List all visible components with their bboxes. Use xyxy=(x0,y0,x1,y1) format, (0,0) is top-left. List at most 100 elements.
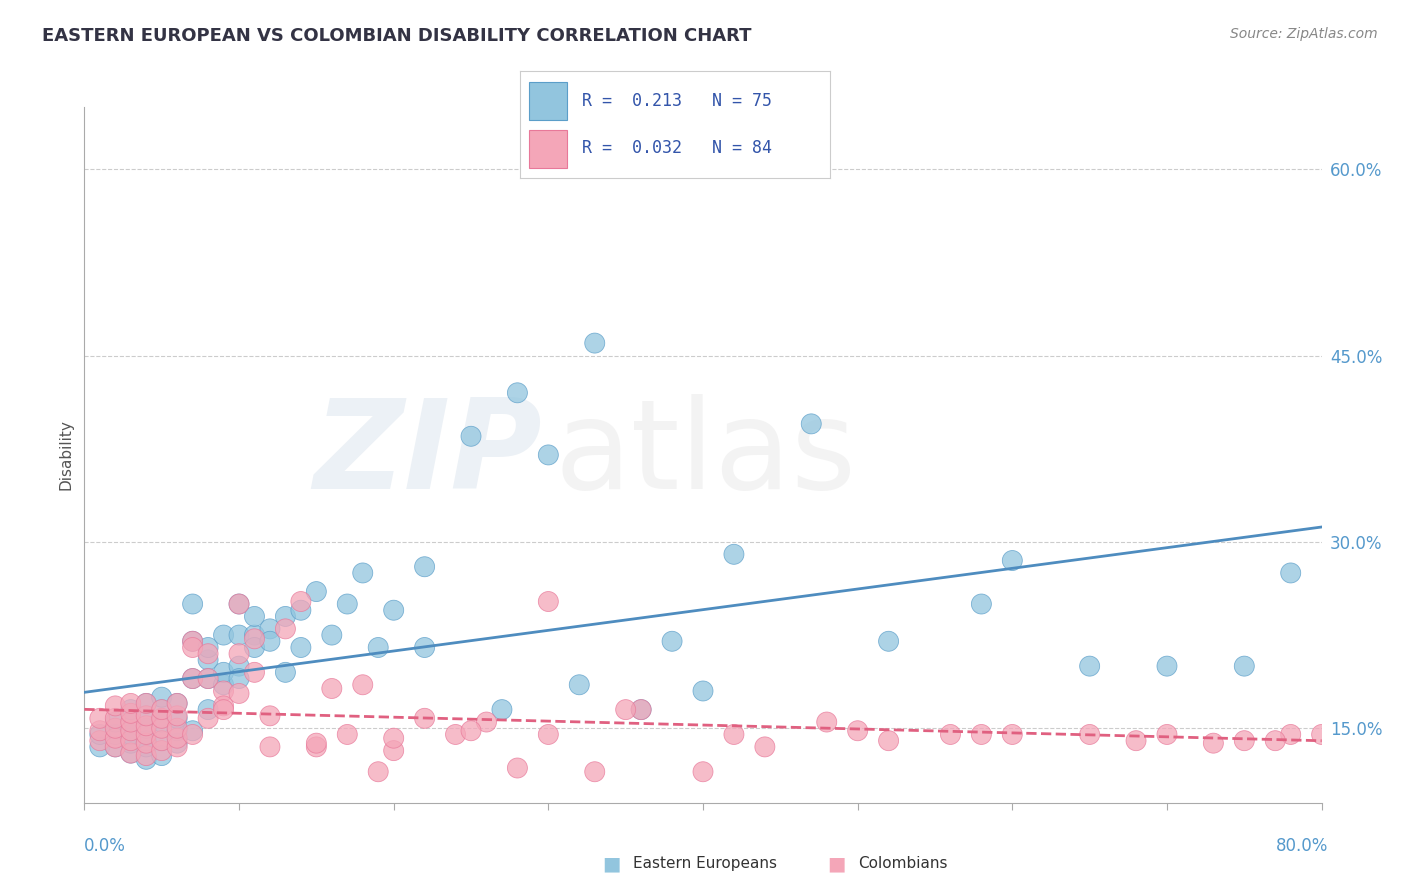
Ellipse shape xyxy=(307,733,326,753)
Ellipse shape xyxy=(569,674,589,695)
Ellipse shape xyxy=(941,724,960,745)
Ellipse shape xyxy=(260,619,280,639)
Ellipse shape xyxy=(415,708,434,728)
Ellipse shape xyxy=(1265,731,1285,751)
Ellipse shape xyxy=(368,762,388,781)
Ellipse shape xyxy=(183,724,202,745)
Text: Eastern Europeans: Eastern Europeans xyxy=(633,856,776,871)
Ellipse shape xyxy=(136,746,156,765)
Ellipse shape xyxy=(198,699,218,720)
Ellipse shape xyxy=(724,724,744,745)
Ellipse shape xyxy=(105,696,125,716)
Ellipse shape xyxy=(1204,733,1223,753)
Ellipse shape xyxy=(183,632,202,651)
Ellipse shape xyxy=(136,724,156,745)
Ellipse shape xyxy=(229,625,249,645)
Ellipse shape xyxy=(136,733,156,753)
Ellipse shape xyxy=(136,749,156,769)
Ellipse shape xyxy=(1157,657,1177,676)
Ellipse shape xyxy=(1234,731,1254,751)
Ellipse shape xyxy=(245,663,264,682)
Ellipse shape xyxy=(121,721,141,740)
Ellipse shape xyxy=(585,333,605,353)
Ellipse shape xyxy=(214,663,233,682)
Ellipse shape xyxy=(90,724,110,745)
Ellipse shape xyxy=(1080,724,1099,745)
Ellipse shape xyxy=(1002,550,1022,571)
Ellipse shape xyxy=(291,600,311,620)
Ellipse shape xyxy=(1281,724,1301,745)
Ellipse shape xyxy=(368,638,388,657)
Ellipse shape xyxy=(121,712,141,732)
Ellipse shape xyxy=(121,743,141,763)
Ellipse shape xyxy=(337,594,357,614)
Ellipse shape xyxy=(693,762,713,781)
Ellipse shape xyxy=(214,696,233,716)
Bar xyxy=(530,82,567,120)
Ellipse shape xyxy=(1126,731,1146,751)
Ellipse shape xyxy=(105,724,125,745)
Ellipse shape xyxy=(538,591,558,612)
Ellipse shape xyxy=(121,693,141,714)
Ellipse shape xyxy=(198,669,218,689)
Ellipse shape xyxy=(662,632,682,651)
Ellipse shape xyxy=(1080,657,1099,676)
Ellipse shape xyxy=(167,718,187,739)
Ellipse shape xyxy=(879,632,898,651)
Ellipse shape xyxy=(229,657,249,676)
Text: Source: ZipAtlas.com: Source: ZipAtlas.com xyxy=(1230,27,1378,41)
Ellipse shape xyxy=(260,737,280,757)
Ellipse shape xyxy=(152,718,172,739)
Ellipse shape xyxy=(245,607,264,626)
Y-axis label: Disability: Disability xyxy=(58,419,73,491)
Ellipse shape xyxy=(461,426,481,446)
Ellipse shape xyxy=(1234,657,1254,676)
Ellipse shape xyxy=(631,699,651,720)
Text: atlas: atlas xyxy=(554,394,856,516)
Ellipse shape xyxy=(291,638,311,657)
Text: R =  0.032   N = 84: R = 0.032 N = 84 xyxy=(582,139,772,157)
Ellipse shape xyxy=(198,708,218,728)
Ellipse shape xyxy=(136,706,156,726)
Ellipse shape xyxy=(461,721,481,740)
Text: ■: ■ xyxy=(602,854,621,873)
Ellipse shape xyxy=(1157,724,1177,745)
Ellipse shape xyxy=(322,625,342,645)
Ellipse shape xyxy=(152,699,172,720)
Ellipse shape xyxy=(90,731,110,751)
Ellipse shape xyxy=(152,699,172,720)
Ellipse shape xyxy=(322,679,342,698)
Ellipse shape xyxy=(136,706,156,726)
Ellipse shape xyxy=(105,737,125,757)
Ellipse shape xyxy=(90,721,110,740)
Ellipse shape xyxy=(229,644,249,664)
Ellipse shape xyxy=(152,746,172,765)
Ellipse shape xyxy=(183,632,202,651)
Ellipse shape xyxy=(492,699,512,720)
Ellipse shape xyxy=(152,731,172,751)
Ellipse shape xyxy=(167,728,187,748)
Ellipse shape xyxy=(105,737,125,757)
Ellipse shape xyxy=(121,724,141,745)
Ellipse shape xyxy=(90,708,110,728)
Ellipse shape xyxy=(136,737,156,757)
Ellipse shape xyxy=(183,669,202,689)
Text: 0.0%: 0.0% xyxy=(84,837,127,855)
Ellipse shape xyxy=(1281,563,1301,583)
Ellipse shape xyxy=(276,607,295,626)
Ellipse shape xyxy=(724,544,744,565)
Text: Colombians: Colombians xyxy=(858,856,948,871)
Ellipse shape xyxy=(508,383,527,403)
Ellipse shape xyxy=(1002,724,1022,745)
Ellipse shape xyxy=(307,582,326,601)
Ellipse shape xyxy=(384,728,404,748)
Ellipse shape xyxy=(121,731,141,751)
Ellipse shape xyxy=(538,724,558,745)
Ellipse shape xyxy=(972,724,991,745)
Text: ■: ■ xyxy=(827,854,846,873)
Ellipse shape xyxy=(229,669,249,689)
Ellipse shape xyxy=(167,737,187,757)
Ellipse shape xyxy=(477,712,496,732)
Ellipse shape xyxy=(121,733,141,753)
Ellipse shape xyxy=(538,445,558,465)
